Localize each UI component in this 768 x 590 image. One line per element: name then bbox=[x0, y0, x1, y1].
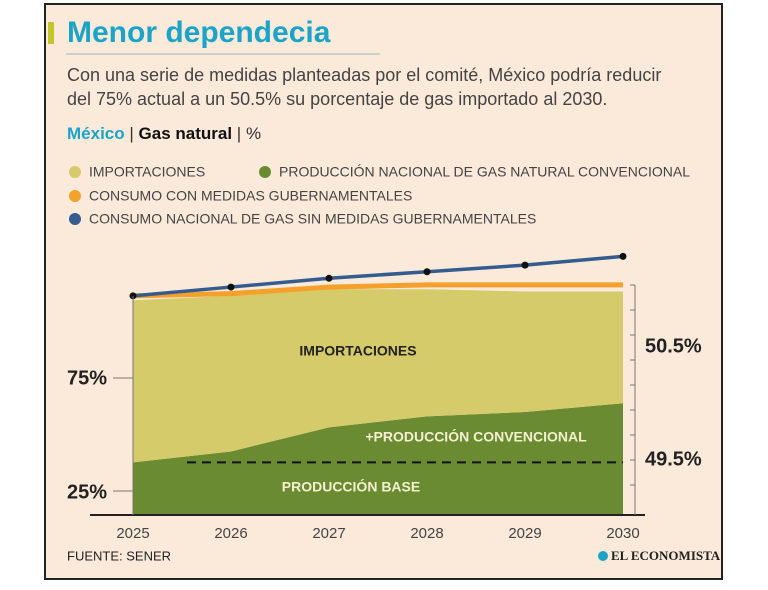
point bbox=[521, 261, 529, 269]
brand-icon bbox=[598, 551, 608, 561]
annotation: IMPORTACIONES bbox=[299, 343, 416, 359]
annotation: 25% bbox=[67, 481, 107, 503]
annotation: 50.5% bbox=[645, 335, 702, 357]
legend-label: CONSUMO CON MEDIDAS GUBERNAMENTALES bbox=[89, 188, 412, 204]
legend-swatch bbox=[259, 166, 271, 178]
legend-swatch bbox=[69, 213, 81, 225]
subtitle: del 75% actual a un 50.5% su porcentaje … bbox=[67, 89, 607, 109]
point bbox=[619, 252, 627, 260]
annotation: 49.5% bbox=[645, 448, 702, 470]
annotation: PRODUCCIÓN BASE bbox=[282, 478, 420, 495]
source: FUENTE: SENER bbox=[67, 548, 171, 563]
subtitle: Con una serie de medidas planteadas por … bbox=[67, 65, 661, 85]
line bbox=[132, 254, 624, 298]
area bbox=[133, 403, 623, 515]
legend-label: IMPORTACIONES bbox=[89, 164, 205, 180]
legend-label: PRODUCCIÓN NACIONAL DE GAS NATURAL CONVE… bbox=[279, 164, 690, 180]
point bbox=[227, 283, 235, 291]
region: México bbox=[67, 124, 125, 143]
y-label: México | Gas natural | % bbox=[67, 124, 261, 143]
legend-label: CONSUMO NACIONAL DE GAS SIN MEDIDAS GUBE… bbox=[89, 211, 536, 227]
unit: % bbox=[246, 124, 261, 143]
x-tick-label: 2027 bbox=[312, 525, 345, 542]
line bbox=[132, 282, 623, 299]
area bbox=[133, 289, 623, 463]
x-tick-label: 2029 bbox=[508, 525, 541, 542]
chart-title: Menor dependecia bbox=[67, 16, 331, 49]
legend-swatch bbox=[69, 166, 81, 178]
title-accent bbox=[48, 22, 54, 44]
x-tick-label: 2030 bbox=[606, 525, 639, 542]
point bbox=[423, 268, 431, 276]
annotation: +PRODUCCIÓN CONVENCIONAL bbox=[365, 428, 587, 445]
brand: EL ECONOMISTA bbox=[611, 548, 721, 563]
x-tick-label: 2026 bbox=[214, 525, 247, 542]
point bbox=[325, 274, 333, 282]
variable: Gas natural bbox=[139, 124, 233, 143]
x-tick-label: 2025 bbox=[116, 525, 149, 542]
legend-swatch bbox=[69, 190, 81, 202]
x-tick-label: 2028 bbox=[410, 525, 443, 542]
annotation: 75% bbox=[67, 367, 107, 389]
